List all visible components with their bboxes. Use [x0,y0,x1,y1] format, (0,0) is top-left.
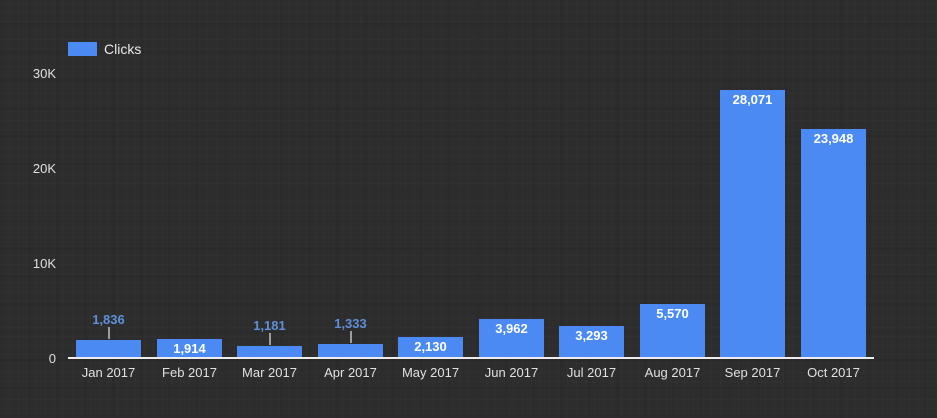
bar-jan-2017[interactable] [76,340,141,357]
x-axis-line [68,357,874,359]
bar-value-label: 1,333 [334,316,367,331]
x-axis-label: Oct 2017 [807,365,860,380]
bar-feb-2017[interactable] [157,339,222,357]
bar-aug-2017[interactable] [640,304,705,357]
y-axis-tick-label: 0 [48,351,56,366]
bar-value-label: 2,130 [414,339,447,354]
label-stem-line [269,333,271,345]
bar-jun-2017[interactable] [479,319,544,357]
bar-oct-2017[interactable] [801,129,866,357]
y-axis-tick-label: 20K [32,161,56,176]
x-axis-label: May 2017 [401,365,460,380]
bar-value-label: 1,181 [253,318,286,333]
x-axis-label: Feb 2017 [162,365,217,380]
bar-value-label: 23,948 [813,131,854,146]
x-axis-label: Apr 2017 [324,365,377,380]
legend: Clicks [68,41,141,57]
bar-value-label: 5,570 [656,306,689,321]
label-stem-line [108,327,110,339]
x-axis-label: Mar 2017 [242,365,297,380]
bar-value-label: 1,914 [173,341,206,356]
x-axis-label: Jan 2017 [81,365,136,380]
bar-apr-2017[interactable] [318,344,383,357]
bar-value-label: 3,293 [575,328,608,343]
bar-value-label: 28,071 [732,92,773,107]
x-axis-label: Jul 2017 [566,365,617,380]
label-stem-line [350,331,352,343]
bar-sep-2017[interactable] [720,90,785,357]
bar-value-label: 3,962 [495,321,528,336]
y-axis-tick-label: 10K [32,256,56,271]
legend-swatch-icon [68,42,97,56]
x-axis-label: Aug 2017 [644,365,701,380]
bar-may-2017[interactable] [398,337,463,357]
legend-label: Clicks [104,41,142,57]
y-axis-tick-label: 30K [32,66,56,81]
bar-value-label: 1,836 [92,312,125,327]
bar-mar-2017[interactable] [237,346,302,357]
x-axis-label: Jun 2017 [484,365,539,380]
bar-jul-2017[interactable] [559,326,624,357]
x-axis-label: Sep 2017 [724,365,781,380]
